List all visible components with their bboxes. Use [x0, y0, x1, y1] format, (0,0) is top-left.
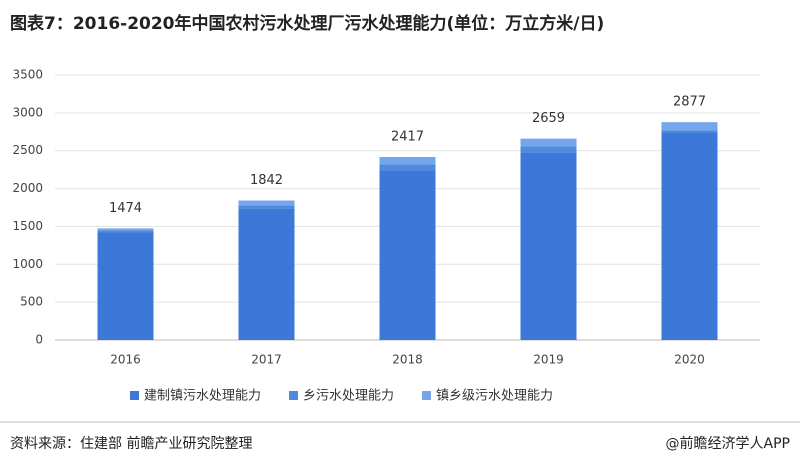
bar-segment — [661, 132, 718, 340]
x-tick-label: 2016 — [110, 353, 141, 367]
y-tick-label: 3500 — [12, 68, 43, 82]
legend-swatch — [422, 391, 432, 400]
y-tick-label: 1000 — [12, 257, 43, 271]
bar-segment — [520, 138, 577, 147]
legend-label: 镇乡级污水处理能力 — [436, 389, 553, 404]
x-tick-label: 2018 — [392, 353, 423, 367]
source: 资料来源：住建部 前瞻产业研究院整理 — [10, 435, 252, 452]
y-tick-label: 500 — [20, 295, 43, 309]
legend-swatch — [289, 391, 299, 400]
bar-segment — [661, 130, 718, 133]
legend-label: 建制镇污水处理能力 — [144, 389, 261, 404]
total-label: 2659 — [532, 111, 565, 126]
legend-label: 乡污水处理能力 — [303, 389, 394, 404]
legend-swatch — [130, 391, 139, 400]
bar-segment — [97, 230, 154, 233]
bar-segment — [97, 228, 154, 231]
x-tick-label: 2020 — [674, 353, 705, 367]
x-tick-label: 2017 — [251, 353, 282, 367]
total-label: 2877 — [673, 95, 706, 110]
bar-segment — [520, 146, 577, 153]
total-label: 1474 — [109, 201, 142, 216]
total-label: 1842 — [250, 173, 283, 188]
y-tick-label: 0 — [35, 333, 43, 347]
bar-segment — [379, 156, 436, 165]
bar-segment — [238, 200, 295, 206]
bar-segment — [238, 205, 295, 209]
y-tick-label: 2500 — [12, 143, 43, 157]
bar-segment — [520, 152, 577, 340]
bar-segment — [379, 170, 436, 340]
y-tick-label: 2000 — [12, 181, 43, 195]
x-tick-label: 2019 — [533, 353, 564, 367]
y-tick-label: 3000 — [12, 105, 43, 119]
bar-segment — [661, 122, 718, 131]
total-label: 2417 — [391, 129, 424, 144]
bar-segment — [238, 208, 295, 340]
y-tick-label: 1500 — [12, 219, 43, 233]
bar-segment — [97, 232, 154, 340]
chart-title: 图表7：2016-2020年中国农村污水处理厂污水处理能力(单位：万立方米/日) — [10, 13, 604, 34]
bar-segment — [379, 164, 436, 171]
credit: @前瞻经济学人APP — [666, 435, 790, 452]
